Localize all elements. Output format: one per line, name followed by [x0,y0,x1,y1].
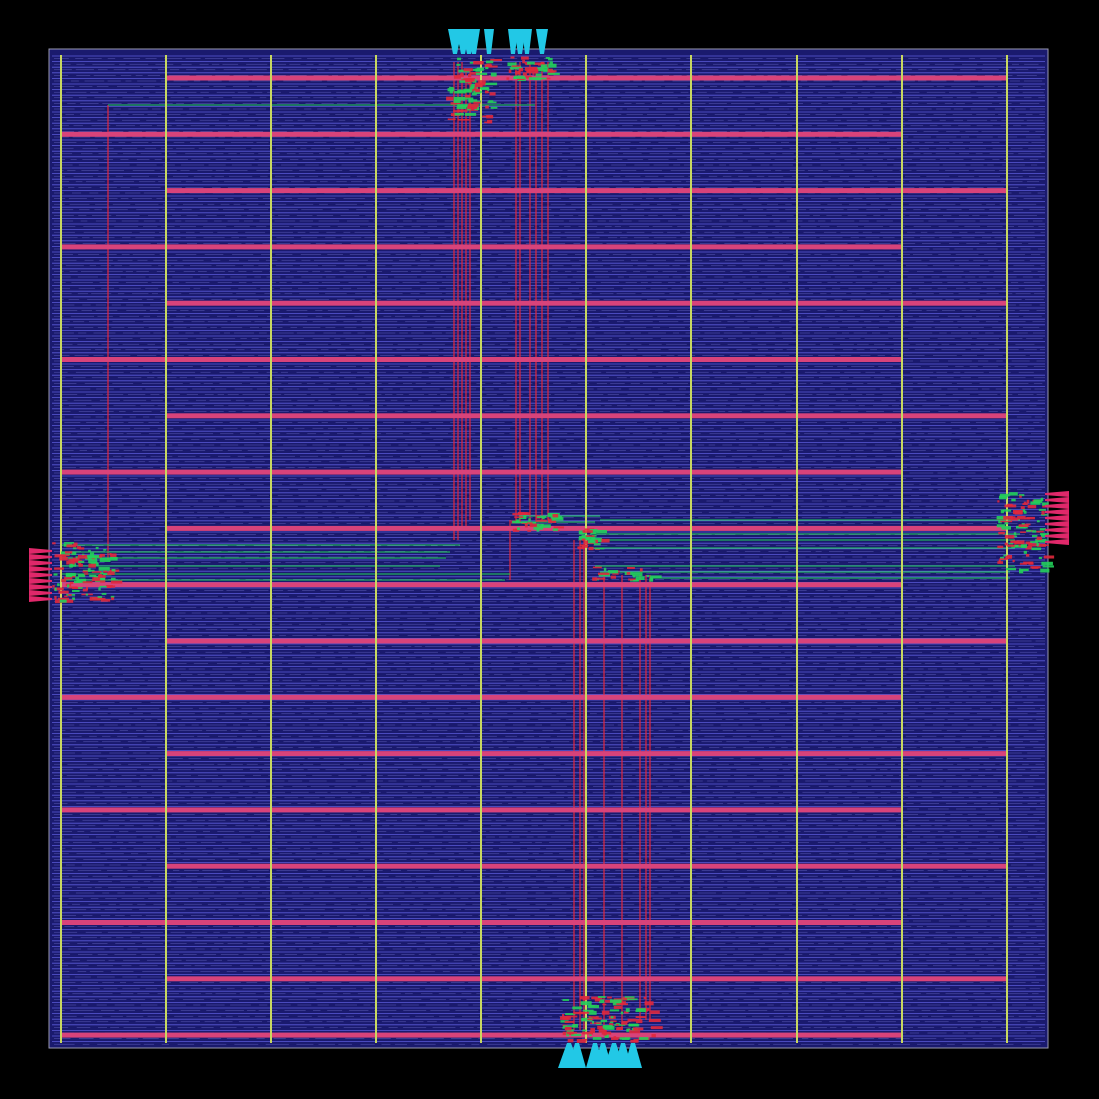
layout-viewer [29,29,1069,1068]
chip-layout-canvas [29,29,1069,1068]
